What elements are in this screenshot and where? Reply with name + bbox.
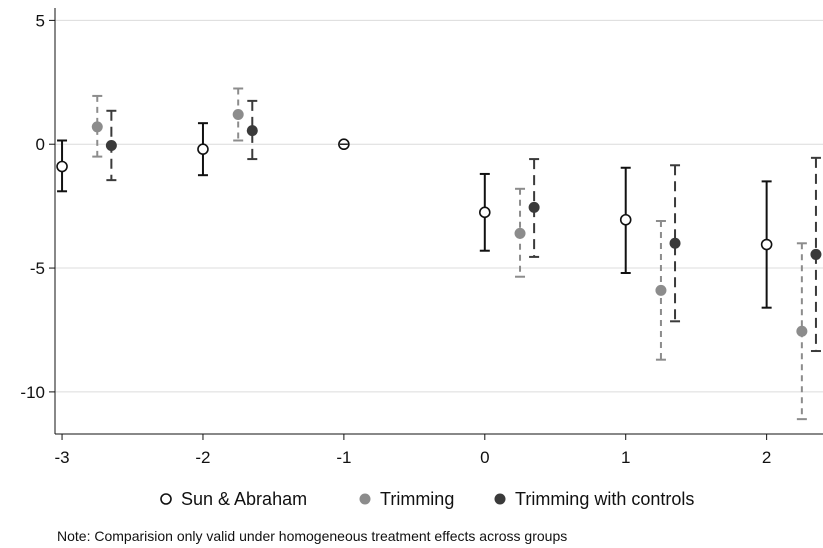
point-marker xyxy=(478,206,491,219)
x-tick-label: 0 xyxy=(480,448,489,467)
chart-note: Note: Comparision only valid under homog… xyxy=(57,528,567,544)
legend-marker-trimming-controls xyxy=(494,493,506,505)
x-tick-label: -1 xyxy=(336,448,351,467)
x-tick-label: 2 xyxy=(762,448,771,467)
marks-layer xyxy=(56,87,822,421)
legend: Sun & Abraham Trimming Trimming with con… xyxy=(160,489,694,509)
point-marker xyxy=(528,201,540,213)
axis-layer: 50-5-10-3 -2 -1 0 1 2 xyxy=(20,8,823,467)
point-marker xyxy=(810,248,822,260)
point-marker xyxy=(514,227,526,239)
legend-marker-trimming xyxy=(359,493,371,505)
y-tick-label: -5 xyxy=(30,259,45,278)
point-marker xyxy=(232,109,244,120)
point-marker xyxy=(760,238,773,251)
legend-label-sun-abraham: Sun & Abraham xyxy=(181,489,307,509)
point-marker xyxy=(105,139,117,151)
y-tick-label: -10 xyxy=(20,383,45,402)
x-tick-label: -3 xyxy=(54,448,69,467)
point-marker xyxy=(91,121,103,133)
point-marker xyxy=(669,237,681,249)
legend-label-trimming-controls: Trimming with controls xyxy=(515,489,694,509)
legend-marker-sun-abraham xyxy=(160,493,172,505)
point-marker xyxy=(796,325,808,337)
point-marker xyxy=(56,160,68,173)
x-tick-label: 1 xyxy=(621,448,630,467)
x-tick-label: -2 xyxy=(195,448,210,467)
grid-layer xyxy=(55,19,823,393)
legend-label-trimming: Trimming xyxy=(380,489,454,509)
y-tick-label: 0 xyxy=(36,135,45,154)
point-marker xyxy=(246,125,258,137)
point-marker xyxy=(655,284,667,296)
y-tick-label: 5 xyxy=(36,11,45,30)
point-marker xyxy=(197,143,209,155)
point-marker xyxy=(619,213,632,226)
